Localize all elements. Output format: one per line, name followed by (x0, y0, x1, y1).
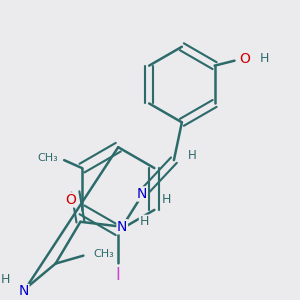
Text: H: H (260, 52, 269, 65)
Text: I: I (116, 266, 121, 284)
Text: H: H (140, 215, 149, 228)
Text: CH₃: CH₃ (93, 249, 114, 259)
Text: H: H (188, 149, 196, 162)
Text: H: H (1, 273, 10, 286)
Text: H: H (161, 194, 171, 206)
Text: N: N (19, 284, 29, 298)
Text: CH₃: CH₃ (38, 153, 58, 163)
Text: N: N (117, 220, 128, 234)
Text: O: O (239, 52, 250, 66)
Text: O: O (65, 193, 76, 207)
Text: N: N (137, 187, 147, 201)
